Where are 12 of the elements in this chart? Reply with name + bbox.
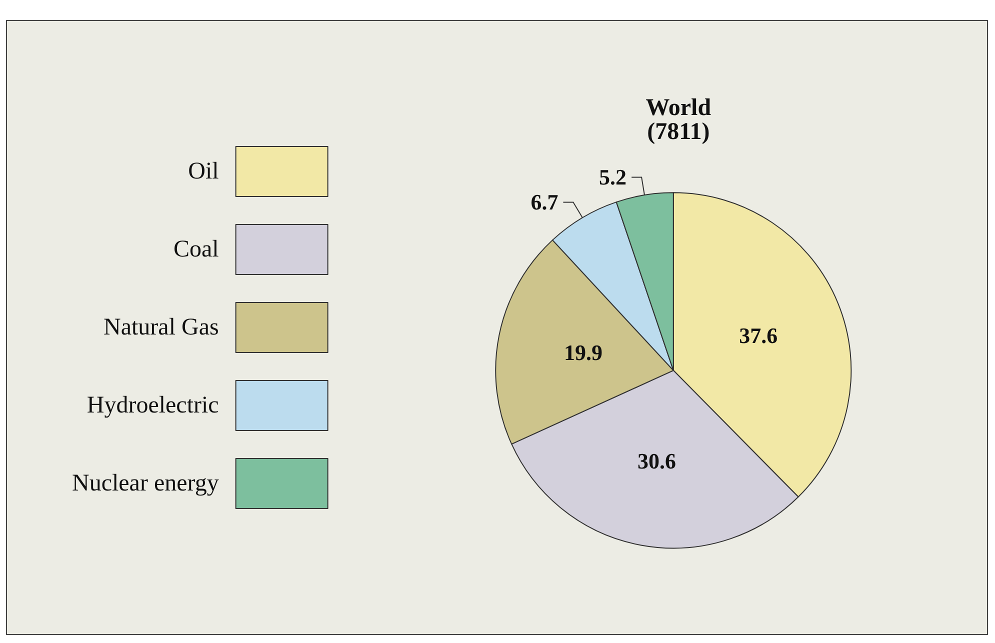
legend-label: Natural Gas [104, 314, 219, 340]
data-label: 30.6 [638, 448, 676, 474]
chart-title: World [646, 95, 712, 121]
data-label: 5.2 [599, 164, 627, 190]
legend-label: Nuclear energy [72, 470, 219, 496]
legend-label: Hydroelectric [86, 392, 219, 418]
legend-label: Oil [188, 158, 220, 184]
data-label: 37.6 [739, 323, 778, 348]
data-label: 6.7 [530, 190, 558, 215]
data-label: 19.9 [564, 340, 603, 365]
chart-subtitle: (7811) [647, 119, 710, 145]
legend-label: Coal [173, 236, 220, 262]
